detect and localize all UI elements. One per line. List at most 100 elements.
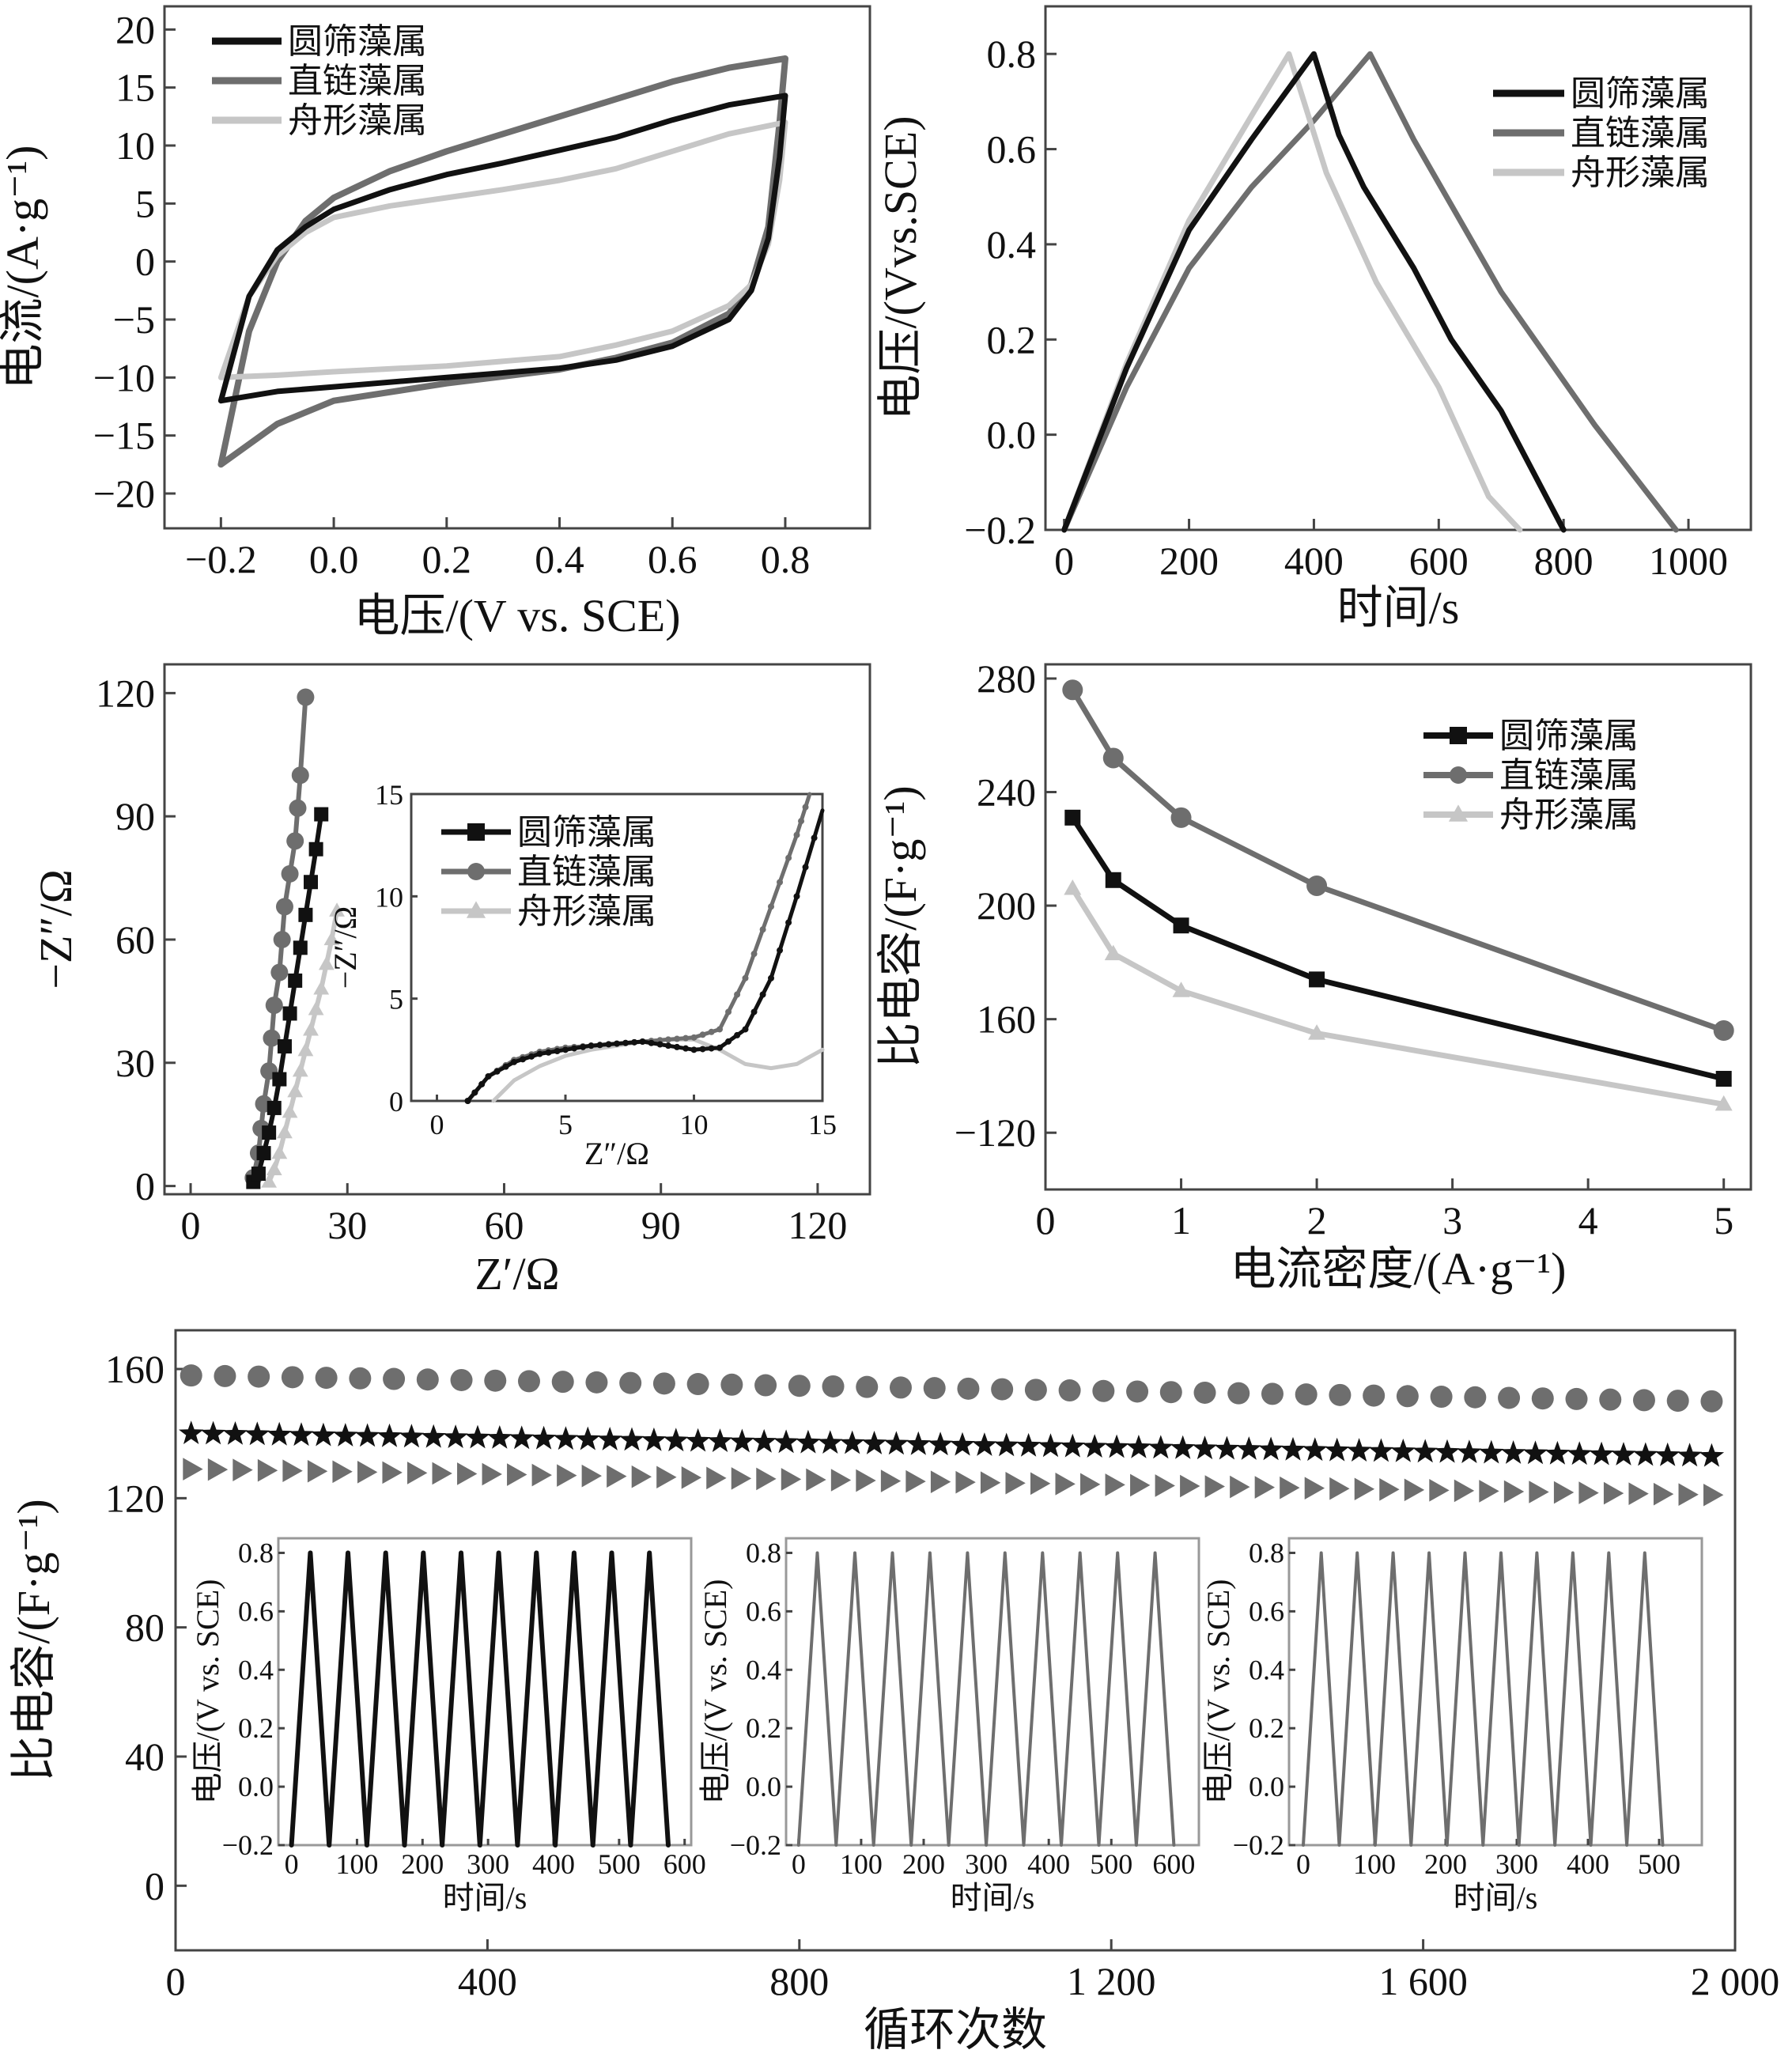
cycle-point [1454,1479,1475,1503]
cycle-point [282,1459,303,1483]
eis-point [289,799,307,817]
cycle-point [1479,1439,1504,1464]
cycle-point [991,1378,1014,1401]
eis-point [303,1021,319,1036]
cycle-point [1633,1442,1658,1466]
rate-point [1105,872,1121,888]
cycle-point [1435,1439,1460,1463]
cycle-point [207,1458,229,1481]
cycle-point [1058,1379,1081,1402]
cycle-point [818,1430,843,1454]
eis-point [304,875,319,890]
cycle-point [1653,1482,1674,1506]
x-tick-label: 0 [285,1848,299,1880]
y-tick-label: 0.0 [746,1771,781,1802]
inset-point [750,1008,758,1015]
cycle-point [1655,1442,1680,1466]
cycle-point [1565,1387,1588,1410]
cycle-point [1024,1379,1047,1401]
y-tick-label: 0.2 [1249,1712,1284,1744]
x-tick-label: 1000 [1649,539,1728,583]
x-tick-label: 60 [484,1203,524,1247]
legend-marker [467,863,485,880]
cycle-point [731,1467,752,1490]
y-axis-label: 电流/(A·g⁻¹) [0,146,48,390]
cycle-point [581,1464,602,1488]
cycle-point [856,1375,879,1398]
inset-point [742,1026,749,1033]
inset-point [502,1063,509,1070]
cycle-point [923,1377,946,1400]
inset-point [725,1038,732,1045]
eis-point [323,931,340,946]
inset-point [777,879,784,886]
plot-frame [410,792,824,1102]
y-tick-label: 0 [389,1086,403,1118]
rate-point [1064,809,1081,826]
eis-point [271,1144,288,1159]
inset-point [777,947,784,954]
x-tick-label: 0 [792,1848,806,1880]
cycle-point [905,1469,926,1493]
cycle-point [597,1427,622,1450]
x-tick-label: 200 [1159,539,1219,583]
eis-point [298,907,313,922]
cycle-point [1699,1443,1725,1467]
gcd-line-0 [1061,51,1567,533]
cycle-point [1092,1379,1115,1402]
x-tick-label: 15 [808,1109,837,1140]
cycle-point [267,1421,292,1446]
inset-point [708,1028,715,1035]
cycle-point [607,1465,627,1488]
eis-point [286,832,304,850]
cycle-point [1155,1474,1175,1497]
cycle-point [830,1469,852,1492]
eis-point [272,1072,287,1087]
cycle-point [1396,1385,1419,1408]
cycle-point [729,1428,754,1453]
inset-point [639,1038,646,1045]
eis-point [266,1161,282,1176]
cycle-point [531,1463,552,1487]
eis-point [277,1039,292,1054]
cycle-point [487,1425,512,1449]
cycle-point [707,1428,733,1452]
cycle-point [416,1368,439,1391]
rate-point [1308,1024,1326,1040]
cycle-point [1325,1437,1350,1462]
inset-point [656,1041,663,1048]
cycle-point [880,1469,902,1492]
rate-point [1173,917,1189,934]
y-tick-label: 0.4 [1249,1654,1284,1685]
cycle-point [773,1429,799,1454]
cycle-point [1412,1439,1438,1463]
cycle-point [1214,1435,1240,1460]
y-tick-label: 0 [135,1164,155,1208]
y-tick-label: 120 [96,671,155,715]
cycle-point [1055,1473,1076,1496]
y-tick-label: 120 [105,1476,164,1520]
cycle-point [994,1432,1019,1457]
x-tick-label: 0 [166,1959,186,2003]
x-tick-label: 200 [1424,1848,1467,1880]
cycle-point [856,1469,876,1492]
y-tick-label: 40 [125,1734,164,1779]
y-tick-label: −0.2 [222,1829,274,1861]
x-tick-label: 300 [1495,1848,1538,1880]
rate-line-0 [1069,815,1727,1082]
cycle-point [307,1459,328,1483]
cycle-point [1628,1482,1649,1505]
y-tick-label: 0.4 [746,1654,781,1685]
cycle-point [200,1420,226,1445]
cycle-point [183,1458,203,1481]
y-tick-label: −0.2 [1233,1829,1284,1861]
cycle-point [509,1425,535,1450]
y-tick-label: 0.0 [1249,1771,1284,1802]
x-tick-label: 2 [1307,1198,1327,1242]
cycle-point [1457,1439,1482,1463]
eis-point [261,1174,278,1188]
inset-point [759,926,766,933]
eis-point [291,766,309,785]
plot-frame [1044,663,1752,1191]
chart-cycle: 0 400 800 1 200 1 600 2 00016012080400循环次数比电容… [8,1329,1779,2056]
